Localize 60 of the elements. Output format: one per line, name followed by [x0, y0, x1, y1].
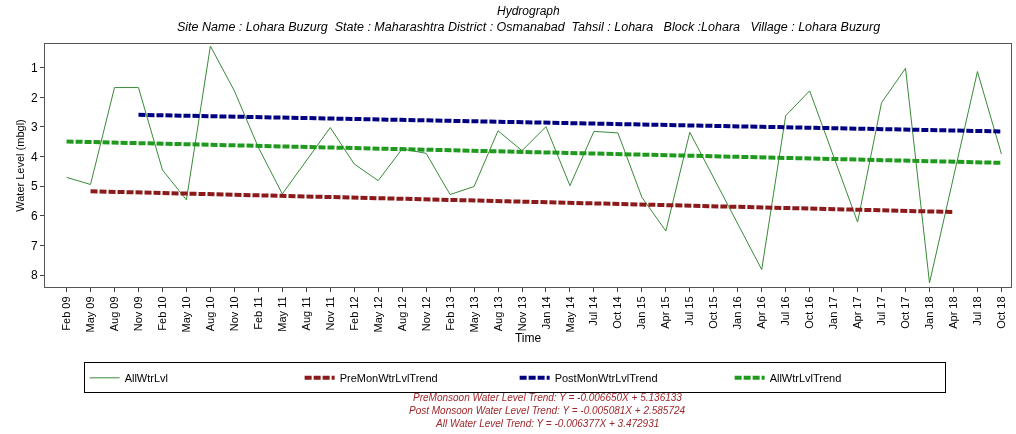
x-tick-label: Nov 13	[515, 296, 528, 332]
x-tick-label: Oct 17	[899, 296, 912, 329]
y-tick-label: 4	[30, 149, 38, 164]
x-tick-label: May 11	[275, 296, 288, 332]
legend-label: PostMonWtrLvlTrend	[554, 372, 658, 385]
x-tick-label: Aug 11	[299, 296, 312, 331]
legend-label: PreMonWtrLvlTrend	[339, 372, 438, 385]
x-tick-label: Feb 12	[347, 296, 360, 331]
x-tick-label: Nov 09	[132, 296, 145, 332]
x-tick-label: Feb 13	[443, 296, 456, 331]
x-tick-label: Nov 12	[419, 296, 432, 332]
y-tick-label: 8	[30, 268, 38, 283]
y-tick-label: 2	[30, 90, 38, 105]
x-tick-label: Oct 14	[611, 296, 624, 329]
text: All Water Level Trend: Y = -0.006377X + 3.472931	[435, 418, 660, 429]
x-tick-label: Jan 17	[827, 296, 840, 330]
x-tick-label: Jul 17	[875, 296, 888, 326]
x-tick-label: Jul 14	[587, 296, 600, 326]
x-tick-label: Oct 18	[994, 296, 1007, 329]
x-tick-label: Oct 15	[707, 296, 720, 329]
legend-label: AllWtrLvl	[124, 372, 169, 385]
chart-title: Hydrograph	[497, 4, 561, 18]
x-tick-label: Apr 16	[755, 296, 768, 329]
y-tick-label: 1	[30, 60, 38, 75]
x-tick-label: May 10	[179, 296, 192, 333]
x-tick-label: Apr 18	[947, 296, 960, 329]
x-tick-label: Jul 18	[971, 296, 984, 326]
x-tick-label: May 13	[467, 296, 480, 333]
chart-subtitle: Site Name : Lohara Buzurg State : Maharashtra District : Osmanabad Tahsil : Lohara Block :Lohara Village : Lohara Buzurg	[177, 20, 881, 34]
x-tick-label: Aug 10	[203, 296, 216, 332]
y-tick-label: 7	[30, 238, 38, 253]
x-tick-label: Aug 13	[491, 296, 504, 332]
x-tick-label: May 14	[563, 296, 576, 333]
line-series	[66, 45, 1002, 284]
x-tick-label: May 12	[371, 296, 384, 333]
x-tick-label: Aug 09	[108, 296, 121, 332]
x-tick-label: Jan 15	[635, 296, 648, 330]
x-tick-label: Jan 14	[539, 296, 552, 330]
legend-label: AllWtrLvlTrend	[769, 372, 842, 385]
x-tick-label: Apr 15	[659, 296, 672, 329]
x-tick-label: Jan 16	[731, 296, 744, 330]
x-tick-label: May 09	[84, 296, 97, 333]
x-tick-label: Oct 16	[803, 296, 816, 329]
x-tick-label: Jul 16	[779, 296, 792, 326]
y-tick-label: 3	[30, 120, 38, 135]
x-tick-label: Apr 17	[851, 296, 864, 329]
text: Post Monsoon Water Level Trend: Y = -0.005081X + 2.585724	[409, 405, 686, 416]
x-tick-label: Feb 09	[60, 296, 73, 331]
y-tick-label: 5	[30, 179, 38, 194]
x-tick-label: Jan 18	[923, 296, 936, 330]
text: PreMonsoon Water Level Trend: Y = -0.006650X + 5.136133	[413, 392, 683, 403]
x-tick-label: Nov 11	[323, 296, 336, 331]
x-axis-title: Time	[514, 331, 542, 346]
x-tick-label: Feb 10	[156, 296, 169, 331]
x-tick-label: Jul 15	[683, 296, 696, 326]
y-axis-title: Water Level (mbgl)	[13, 119, 26, 212]
y-tick-label: 6	[30, 209, 38, 224]
x-tick-label: Nov 10	[227, 296, 240, 332]
x-tick-label: Feb 11	[251, 296, 264, 330]
x-tick-label: Aug 12	[395, 296, 408, 332]
